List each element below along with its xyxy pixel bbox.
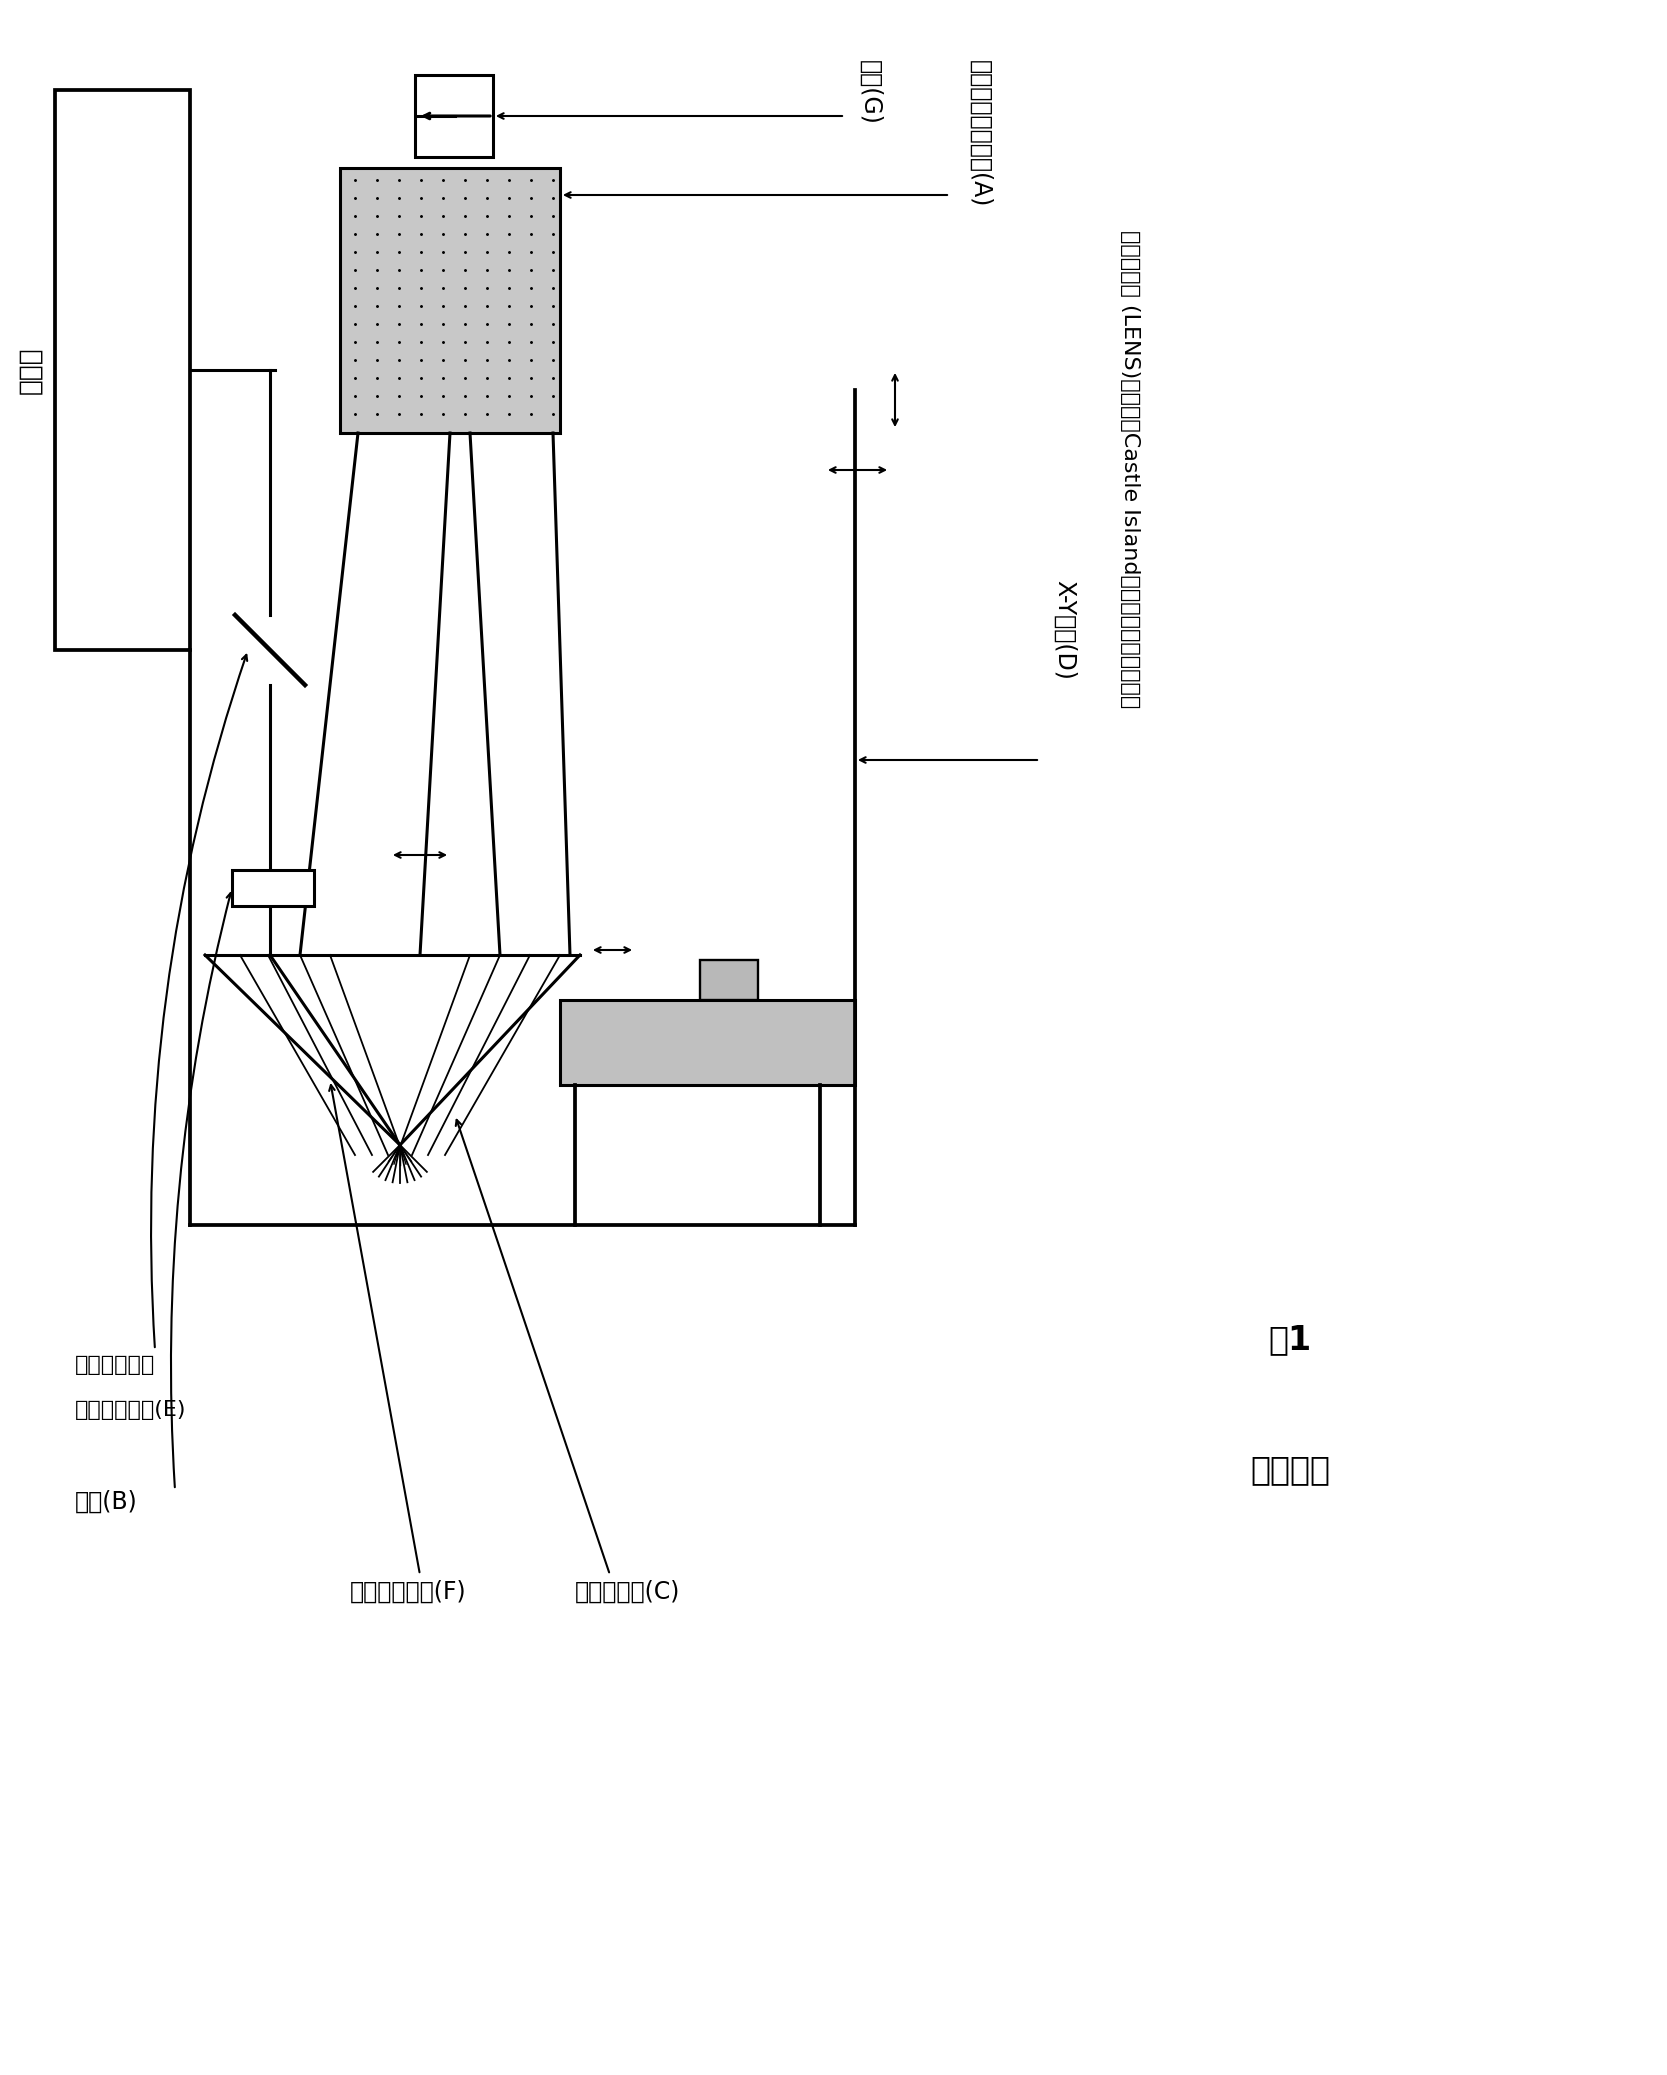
Bar xyxy=(232,869,313,907)
Bar xyxy=(415,75,493,158)
Bar xyxy=(340,168,560,434)
Text: 载气(G): 载气(G) xyxy=(859,60,882,124)
Bar xyxy=(560,1000,855,1085)
Bar xyxy=(55,89,190,649)
Text: 粉末材料供应装置(A): 粉末材料供应装置(A) xyxy=(969,60,992,208)
Text: 激光器: 激光器 xyxy=(17,347,43,394)
Bar xyxy=(700,961,758,1000)
Text: 图1: 图1 xyxy=(1269,1324,1312,1357)
Text: 保护气体入口(F): 保护气体入口(F) xyxy=(350,1579,467,1604)
Text: 射束导引器件(E): 射束导引器件(E) xyxy=(75,1401,187,1419)
Text: X-Y台面(D): X-Y台面(D) xyxy=(1054,581,1077,681)
Text: 现有技术: 现有技术 xyxy=(1250,1452,1330,1486)
Text: 透镜(B): 透镜(B) xyxy=(75,1490,138,1515)
Text: 反射镜或其它: 反射镜或其它 xyxy=(75,1355,155,1376)
Text: 材料沉积头(C): 材料沉积头(C) xyxy=(575,1579,680,1604)
Text: 激光净成形 (LENS)。来源：Castle Island的快速原型法全球指南: 激光净成形 (LENS)。来源：Castle Island的快速原型法全球指南 xyxy=(1120,230,1140,708)
